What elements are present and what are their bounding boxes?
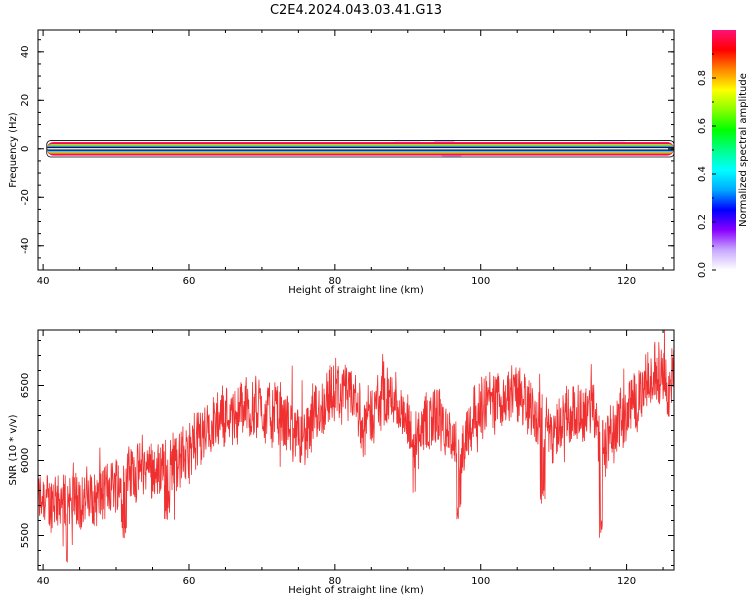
x-tick-label: 80: [328, 576, 341, 587]
colorbar-gradient: [712, 30, 736, 270]
spectrogram-ticks: 40 60 80 100 120 -40 -20 0 20 40: [20, 30, 674, 287]
spectrogram-xlabel: Height of straight line (km): [288, 285, 424, 296]
x-tick-label: 120: [617, 576, 636, 587]
colorbar-tick-label: 0.6: [697, 118, 708, 134]
y-tick-label: 5500: [20, 523, 31, 548]
colorbar-ticks: 0.0 0.2 0.4 0.6 0.8: [697, 53, 716, 278]
chart-title: C2E4.2024.043.03.41.G13: [270, 3, 442, 18]
y-tick-label: 40: [20, 45, 31, 58]
colorbar-label: Normalized spectral amplitude: [738, 73, 749, 227]
spectrogram-panel: 40 60 80 100 120 -40 -20 0 20 40 Height of straig…: [8, 29, 675, 296]
x-tick-label: 120: [617, 276, 636, 287]
y-tick-label: 0: [20, 146, 31, 152]
y-tick-label: 20: [20, 94, 31, 107]
snr-ticks: 40 60 80 100 120 5500 6000 6500: [20, 330, 674, 587]
snr-ylabel: SNR (10 * v/v): [8, 414, 19, 485]
spectrogram-ylabel: Frequency (Hz): [8, 112, 19, 188]
snr-series-line: [38, 330, 674, 563]
x-tick-label: 60: [183, 576, 196, 587]
colorbar-tick-label: 0.4: [697, 166, 708, 182]
colorbar: 0.0 0.2 0.4 0.6 0.8 Normalized spectral ampl…: [697, 30, 749, 278]
colorbar-tick-label: 0.2: [697, 214, 708, 230]
colorbar-tick-label: 0.0: [697, 262, 708, 278]
spectrogram-band: [46, 140, 674, 158]
x-tick-label: 100: [471, 576, 490, 587]
spectral-contour: [46, 147, 674, 151]
x-tick-label: 80: [328, 276, 341, 287]
snr-xlabel: Height of straight line (km): [288, 585, 424, 596]
x-tick-label: 100: [471, 276, 490, 287]
snr-frame: [37, 329, 675, 571]
y-tick-label: 6000: [20, 448, 31, 473]
x-tick-label: 60: [183, 276, 196, 287]
y-tick-label: -20: [20, 189, 31, 205]
y-tick-label: -40: [20, 238, 31, 254]
spectrogram-frame: [37, 29, 675, 271]
x-tick-label: 40: [37, 576, 50, 587]
snr-panel: 40 60 80 100 120 5500 6000 6500 Height of strai…: [8, 329, 675, 596]
colorbar-tick-label: 0.8: [697, 70, 708, 86]
y-tick-label: 6500: [20, 373, 31, 398]
x-tick-label: 40: [37, 276, 50, 287]
